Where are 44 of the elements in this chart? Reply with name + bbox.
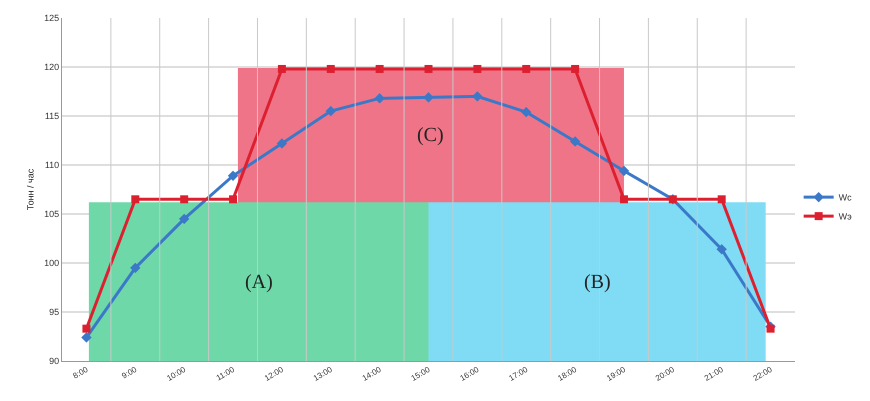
point <box>716 244 727 254</box>
point <box>473 64 482 73</box>
point <box>376 64 384 73</box>
point <box>620 195 628 204</box>
point <box>229 195 238 204</box>
y-tick-label: 95 <box>49 307 60 318</box>
point <box>326 106 336 116</box>
y-tick-label: 90 <box>49 356 60 366</box>
y-tick-label: 105 <box>44 209 60 220</box>
x-tick-label: 9:00 <box>120 364 139 381</box>
point <box>718 195 726 204</box>
point <box>82 324 90 333</box>
y-axis-title: Тонн / час <box>26 168 36 210</box>
point <box>472 91 483 102</box>
point <box>276 138 288 149</box>
annotation: (C) <box>417 124 444 146</box>
annotation: (A) <box>245 271 273 293</box>
legend-label: Wс <box>838 192 852 203</box>
point <box>180 195 188 204</box>
y-tick-label: 120 <box>44 62 60 72</box>
x-tick-label: 11:00 <box>214 364 236 383</box>
point <box>278 64 286 73</box>
point <box>521 106 532 118</box>
point <box>374 93 385 104</box>
legend-label: Wэ <box>838 212 852 222</box>
x-tick-label: 8:00 <box>71 364 90 381</box>
point <box>326 64 335 73</box>
point <box>81 332 92 343</box>
annotation: (B) <box>584 271 611 293</box>
y-tick-label: 110 <box>44 160 60 170</box>
point <box>522 64 530 73</box>
point <box>423 92 434 103</box>
point <box>131 195 140 204</box>
point <box>130 262 140 274</box>
point <box>178 214 190 224</box>
point <box>766 324 775 333</box>
point <box>424 64 432 73</box>
y-tick-label: 115 <box>44 111 60 122</box>
y-tick-label: 125 <box>44 13 60 24</box>
point <box>228 170 238 181</box>
point <box>570 136 580 147</box>
point <box>618 166 630 176</box>
y-tick-label: 100 <box>44 258 60 268</box>
point <box>571 64 580 73</box>
